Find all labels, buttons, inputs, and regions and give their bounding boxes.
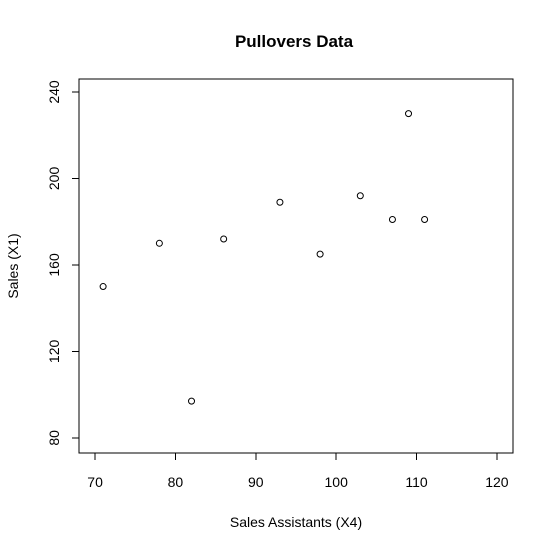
- x-tick-label: 80: [168, 474, 184, 490]
- y-axis: 80 120 160 200 240: [46, 80, 80, 446]
- y-tick-label: 120: [46, 340, 62, 364]
- y-tick-label: 200: [46, 167, 62, 191]
- data-point: [356, 192, 364, 200]
- data-point: [316, 250, 324, 258]
- data-point: [220, 235, 228, 243]
- data-point: [405, 110, 413, 118]
- data-point: [276, 198, 284, 206]
- x-axis-title: Sales Assistants (X4): [230, 514, 362, 530]
- plot-area: [78, 78, 514, 454]
- x-tick-label: 100: [325, 474, 349, 490]
- data-point: [155, 239, 163, 247]
- x-tick-label: 120: [485, 474, 509, 490]
- y-tick-label: 160: [46, 253, 62, 277]
- chart-title: Pullovers Data: [235, 32, 354, 51]
- y-tick-label: 240: [46, 80, 62, 104]
- data-point: [421, 216, 429, 224]
- data-point: [188, 397, 196, 405]
- x-axis: 70 80 90 100 110 120: [87, 452, 509, 490]
- data-point: [99, 283, 107, 291]
- x-tick-label: 70: [87, 474, 103, 490]
- data-point: [388, 216, 396, 224]
- x-tick-label: 90: [248, 474, 264, 490]
- x-tick-label: 110: [405, 474, 428, 490]
- y-tick-label: 80: [46, 430, 62, 446]
- y-axis-title: Sales (X1): [5, 233, 21, 298]
- data-points: [99, 110, 429, 405]
